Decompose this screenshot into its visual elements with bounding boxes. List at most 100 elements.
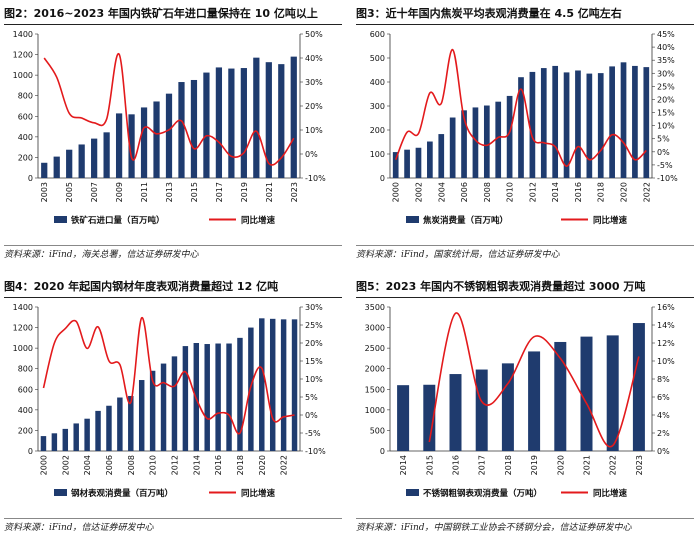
y-left-tick-label: 0 — [28, 447, 33, 456]
bar — [397, 385, 410, 451]
bar — [182, 346, 189, 451]
y-right-tick-label: 15% — [657, 109, 675, 118]
x-tick-label: 2023 — [290, 182, 299, 202]
y-left-tick-label: 3000 — [365, 324, 385, 333]
chart-panel-steel: 图4：2020 年起国内钢材年度表观消费量超过 12 亿吨 0 200 400 600… — [4, 273, 342, 546]
growth-line — [42, 316, 295, 435]
y-right-tick-label: 6% — [657, 393, 670, 402]
y-left-tick-label: 0 — [380, 447, 385, 456]
x-tick-label: 2019 — [240, 182, 249, 202]
bar — [53, 156, 60, 178]
legend-bar-label: 不锈钢粗钢表观消费量（万吨） — [423, 488, 542, 499]
y-right-tick-label: 30% — [657, 69, 675, 78]
y-right-tick-label: -10% — [657, 174, 678, 183]
x-tick-label: 2002 — [414, 182, 423, 202]
y-right-tick-label: 0% — [305, 150, 318, 159]
y-left-tick-label: 200 — [18, 426, 33, 435]
bar — [404, 149, 410, 178]
bar — [501, 363, 514, 451]
y-left-tick-label: 200 — [18, 153, 33, 162]
bar — [115, 113, 123, 178]
chart-title: 图3：近十年国内焦炭平均表观消费量在 4.5 亿吨左右 — [356, 4, 694, 25]
y-right-tick-label: 45% — [657, 30, 675, 39]
chart-source: 资料来源：iFind，信达证券研发中心 — [4, 518, 342, 537]
y-left-tick-label: 1000 — [365, 406, 385, 415]
chart-panel-coke: 图3：近十年国内焦炭平均表观消费量在 4.5 亿吨左右 0 100 200 300 40… — [356, 0, 694, 273]
y-right-tick-label: 4% — [657, 411, 670, 420]
bar — [248, 327, 254, 451]
y-left-tick-label: 300 — [370, 102, 385, 111]
y-left-tick-label: 800 — [18, 365, 33, 374]
x-tick-label: 2017 — [478, 455, 487, 475]
y-left-tick-label: 1400 — [13, 303, 33, 312]
bar — [278, 64, 285, 178]
x-tick-label: 2021 — [265, 182, 274, 202]
legend-bar-swatch — [406, 216, 419, 223]
bar — [423, 384, 436, 451]
bar — [540, 68, 547, 178]
bar — [280, 319, 287, 451]
chart-svg: 0 100 200 300 400 500 600 -10% -5% 0% 5% 10% 15% 20% 2… — [370, 30, 678, 226]
y-right-tick-label: 14% — [657, 321, 675, 330]
bar — [449, 117, 456, 178]
bar — [563, 72, 570, 178]
x-tick-label: 2016 — [214, 455, 223, 475]
y-left-tick-label: 600 — [18, 385, 33, 394]
y-right-tick-label: 40% — [657, 43, 675, 52]
bar — [495, 101, 502, 178]
x-tick-label: 2022 — [642, 182, 651, 202]
chart-title: 图4：2020 年起国内钢材年度表观消费量超过 12 亿吨 — [4, 277, 342, 298]
bar — [269, 318, 276, 451]
bar — [253, 57, 260, 178]
x-tick-label: 2005 — [65, 182, 74, 202]
x-tick-label: 2018 — [597, 182, 606, 202]
x-tick-label: 2015 — [425, 455, 434, 475]
x-tick-label: 2010 — [149, 455, 158, 475]
chart-svg: 0 500 1000 1500 2000 2500 3000 3500 0% 2% 4% 6% 8% 10… — [365, 303, 676, 499]
x-tick-label: 2008 — [483, 182, 492, 202]
x-tick-label: 2023 — [635, 455, 644, 475]
x-tick-label: 2002 — [61, 455, 70, 475]
y-right-tick-label: 35% — [657, 56, 675, 65]
y-right-tick-label: 10% — [305, 375, 323, 384]
y-left-tick-label: 400 — [18, 406, 33, 415]
bar — [472, 107, 479, 178]
bar — [597, 73, 604, 178]
y-left-tick-label: 600 — [18, 112, 33, 121]
x-tick-label: 2016 — [574, 182, 583, 202]
y-right-tick-label: -5% — [657, 161, 673, 170]
bar — [62, 428, 69, 451]
legend-line-label: 同比增速 — [241, 215, 276, 226]
x-tick-label: 2011 — [140, 182, 149, 202]
chart-panel-stainless: 图5：2023 年国内不锈钢粗钢表观消费量超过 3000 万吨 0 500 1000… — [356, 273, 694, 546]
x-tick-label: 2012 — [170, 455, 179, 475]
y-right-tick-label: 5% — [305, 393, 318, 402]
bar — [204, 344, 210, 451]
x-tick-label: 2016 — [452, 455, 461, 475]
bar — [171, 356, 178, 451]
legend-bar-swatch — [406, 489, 419, 496]
bar — [620, 62, 627, 178]
y-right-tick-label: 10% — [305, 126, 323, 135]
legend-bar-label: 钢材表观消费量（百万吨） — [71, 488, 173, 499]
chart-source: 资料来源：iFind，中国钢铁工业协会不锈钢分会，信达证券研发中心 — [356, 518, 694, 537]
x-tick-label: 2010 — [506, 182, 515, 202]
y-left-tick-label: 500 — [370, 426, 385, 435]
x-tick-label: 2020 — [258, 455, 267, 475]
bar — [203, 72, 210, 178]
bar — [259, 318, 265, 451]
growth-line — [428, 312, 640, 448]
bar — [190, 79, 198, 178]
y-left-tick-label: 2000 — [365, 365, 385, 374]
bar — [160, 363, 167, 451]
bar — [153, 101, 160, 178]
y-right-tick-label: 15% — [305, 357, 323, 366]
y-left-tick-label: 1200 — [13, 324, 33, 333]
y-left-tick-label: 400 — [370, 78, 385, 87]
bar — [580, 336, 593, 451]
y-right-tick-label: 0% — [657, 447, 670, 456]
y-left-tick-label: 0 — [380, 174, 385, 183]
x-tick-label: 2006 — [460, 182, 469, 202]
bar — [103, 132, 110, 178]
x-tick-label: 2014 — [551, 182, 560, 202]
